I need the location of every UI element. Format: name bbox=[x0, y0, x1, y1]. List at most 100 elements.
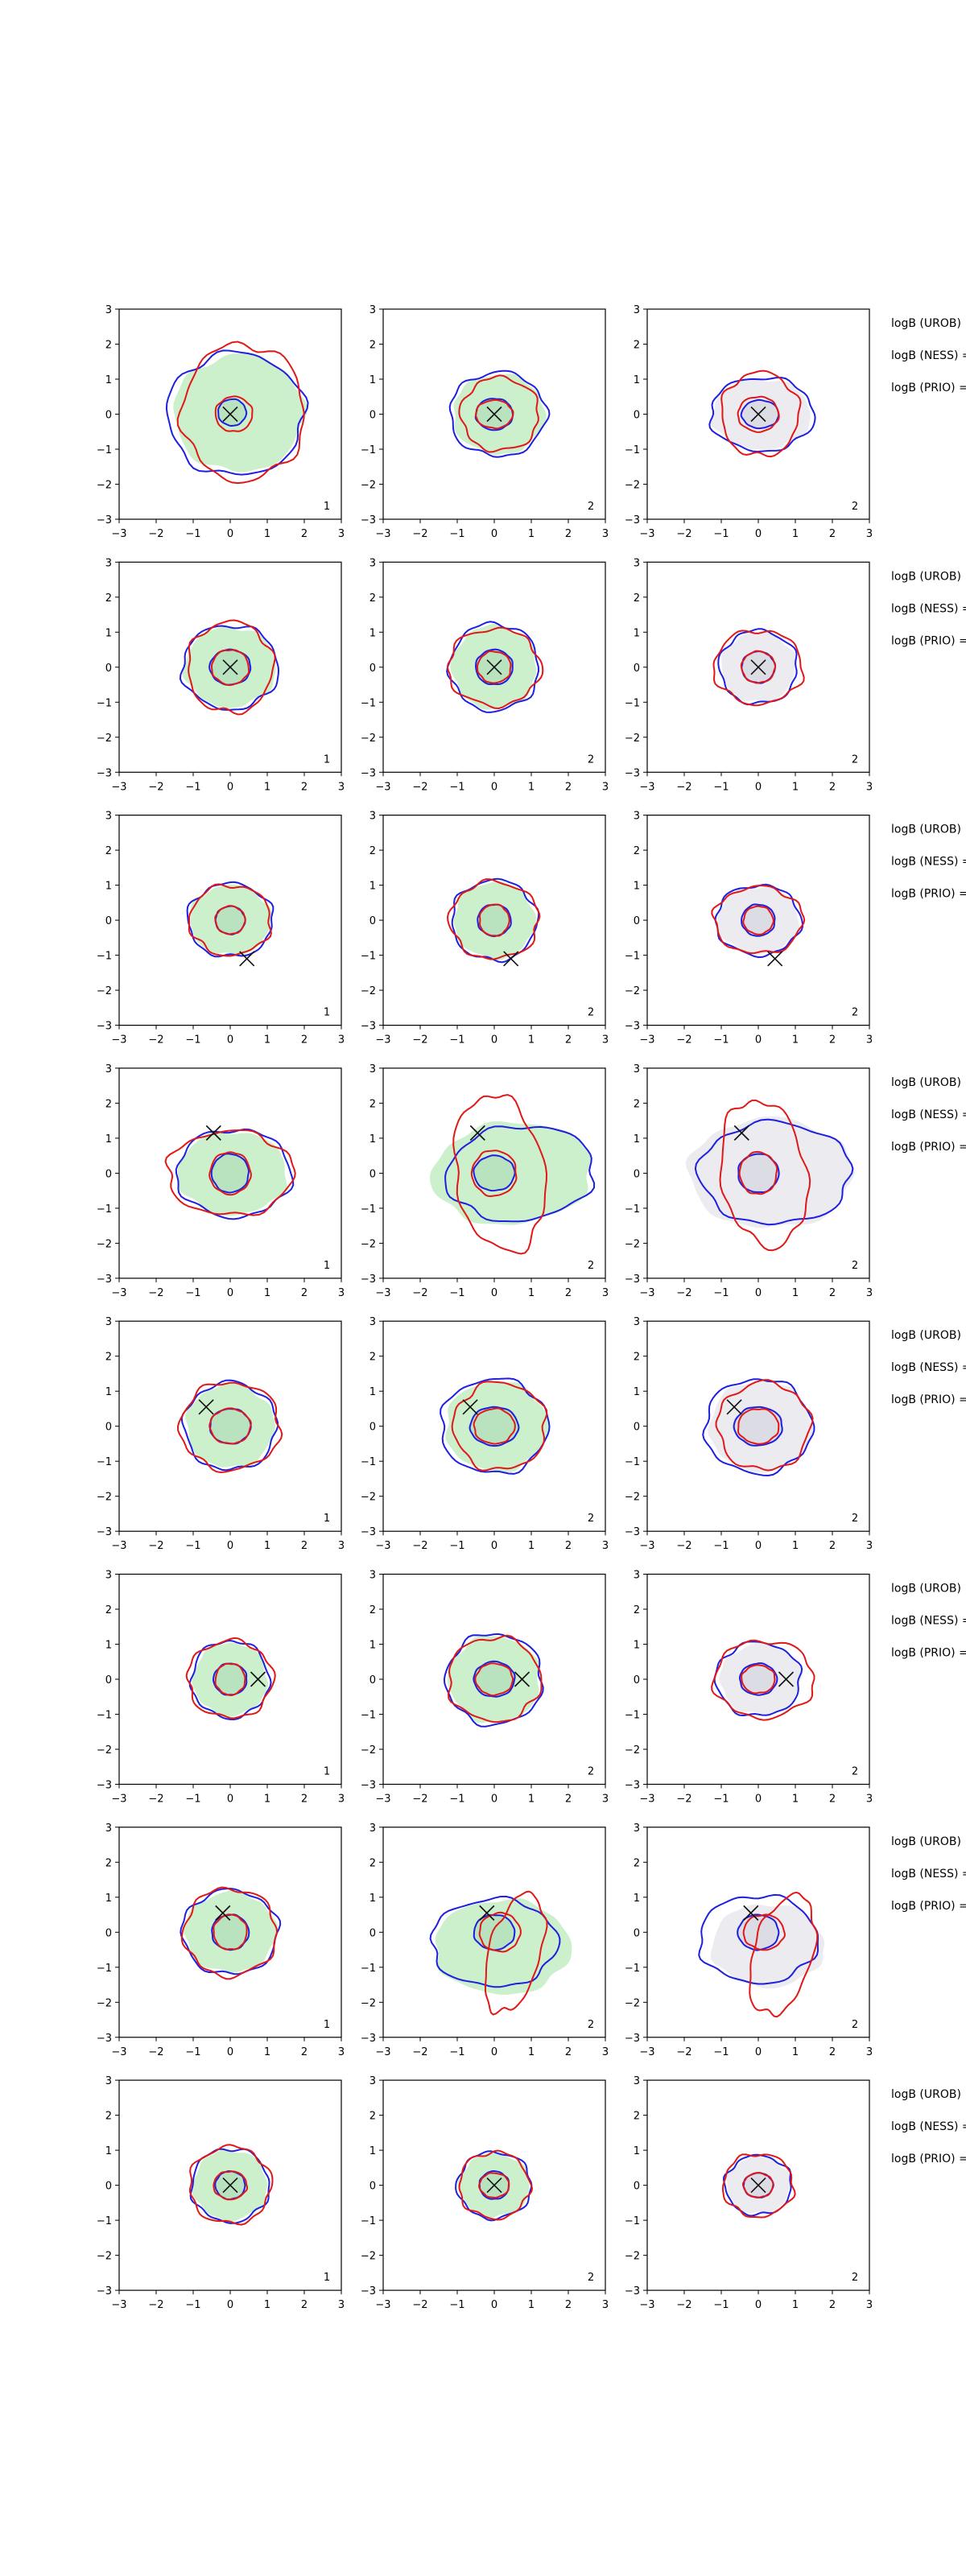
x-tick-label: 3 bbox=[338, 2046, 345, 2058]
panel-label: 2 bbox=[852, 1007, 858, 1019]
y-tick-label: −1 bbox=[361, 2215, 376, 2227]
y-tick-label: −2 bbox=[97, 480, 112, 492]
side-annotation: logB (UROB) bbox=[891, 317, 961, 330]
y-tick-label: 2 bbox=[369, 1857, 376, 1869]
panel-label: 1 bbox=[324, 1766, 330, 1778]
side-annotation: logB (UROB) bbox=[891, 570, 961, 583]
panel-r3-c2: −3 −2 −1 0 1 2 3 −3 −2 −1 0 1 2 3 2 bbox=[361, 811, 609, 1046]
y-tick-label: 3 bbox=[105, 557, 112, 569]
y-tick-label: −2 bbox=[625, 1238, 640, 1250]
panel-label: 2 bbox=[588, 1513, 594, 1525]
y-tick-label: 1 bbox=[105, 1893, 112, 1905]
y-tick-label: 3 bbox=[369, 1316, 376, 1328]
y-tick-label: 0 bbox=[369, 915, 376, 927]
blue-contour-inner bbox=[473, 1154, 516, 1192]
x-tick-label: −3 bbox=[111, 1287, 126, 1299]
y-tick-label: 2 bbox=[105, 2111, 112, 2123]
x-tick-label: 2 bbox=[829, 2299, 836, 2311]
x-tick-label: −2 bbox=[676, 2046, 691, 2058]
blue-contour-outer bbox=[175, 1128, 295, 1220]
x-tick-label: −1 bbox=[713, 1794, 729, 1806]
x-tick-label: 0 bbox=[227, 781, 233, 793]
panel-label: 1 bbox=[324, 501, 330, 513]
x-tick-label: 0 bbox=[491, 1034, 497, 1046]
side-annotation: logB (PRIO) = bbox=[891, 382, 966, 394]
blue-contour-outer bbox=[429, 1895, 561, 1988]
panel-label: 2 bbox=[852, 1766, 858, 1778]
y-tick-label: −3 bbox=[361, 1780, 376, 1792]
y-tick-label: −1 bbox=[97, 444, 112, 456]
x-tick-label: 2 bbox=[829, 1540, 836, 1552]
y-tick-label: 1 bbox=[369, 1640, 376, 1652]
y-tick-label: 0 bbox=[105, 1674, 112, 1686]
density-fill-inner bbox=[740, 398, 780, 429]
red-contour-outer bbox=[188, 883, 272, 957]
red-contour-outer bbox=[447, 1634, 543, 1724]
x-tick-label: 0 bbox=[755, 528, 762, 540]
y-tick-label: −2 bbox=[361, 2251, 376, 2263]
y-tick-label: 2 bbox=[369, 340, 376, 352]
blue-contour-outer bbox=[694, 1118, 854, 1226]
x-tick-label: 2 bbox=[829, 2046, 836, 2058]
x-tick-label: 3 bbox=[338, 1540, 345, 1552]
x-tick-label: 0 bbox=[755, 2299, 762, 2311]
x-tick-label: −3 bbox=[375, 528, 390, 540]
panel-r3-c1: −3 −2 −1 0 1 2 3 −3 −2 −1 0 1 2 3 1 bbox=[97, 811, 345, 1046]
y-tick-label: −1 bbox=[361, 697, 376, 709]
y-tick-label: −1 bbox=[97, 2215, 112, 2227]
red-contour-outer bbox=[451, 1381, 548, 1472]
y-tick-label: −2 bbox=[361, 733, 376, 745]
x-tick-label: −1 bbox=[449, 781, 464, 793]
side-annotation: logB (UROB) bbox=[891, 1583, 961, 1596]
x-tick-label: 3 bbox=[866, 1287, 873, 1299]
red-contour-inner bbox=[213, 1913, 248, 1951]
y-tick-label: 0 bbox=[105, 1168, 112, 1180]
y-tick-label: 1 bbox=[369, 627, 376, 639]
density-fill-inner bbox=[210, 1152, 250, 1194]
y-tick-label: −1 bbox=[625, 1710, 640, 1722]
x-tick-label: −1 bbox=[449, 1287, 464, 1299]
x-tick-label: 3 bbox=[866, 1034, 873, 1046]
panel-r8-c3: −3 −2 −1 0 1 2 3 −3 −2 −1 0 1 2 3 2 bbox=[625, 2075, 873, 2311]
density-fill-inner bbox=[740, 903, 776, 937]
x-tick-label: −1 bbox=[185, 2046, 200, 2058]
blue-contour-outer bbox=[189, 2148, 270, 2224]
x-tick-label: −3 bbox=[111, 1794, 126, 1806]
x-marker bbox=[205, 1125, 221, 1141]
x-tick-label: 1 bbox=[264, 2299, 270, 2311]
y-tick-label: −3 bbox=[625, 1021, 640, 1033]
x-tick-label: 2 bbox=[565, 2299, 572, 2311]
y-tick-label: −3 bbox=[625, 1780, 640, 1792]
blue-contour-inner bbox=[217, 398, 248, 427]
y-tick-label: 3 bbox=[369, 2075, 376, 2087]
panel-label: 2 bbox=[588, 753, 594, 766]
x-tick-label: 3 bbox=[338, 1034, 345, 1046]
x-tick-label: 1 bbox=[792, 1794, 799, 1806]
x-marker bbox=[486, 659, 502, 675]
density-fill-inner bbox=[212, 1662, 248, 1696]
x-tick-label: 0 bbox=[755, 1794, 762, 1806]
x-tick-label: 2 bbox=[301, 781, 308, 793]
y-tick-label: −1 bbox=[361, 1203, 376, 1216]
panel-label: 2 bbox=[852, 2272, 858, 2284]
x-tick-label: 3 bbox=[602, 1540, 609, 1552]
x-tick-label: −3 bbox=[375, 2046, 390, 2058]
y-tick-label: 3 bbox=[105, 1823, 112, 1835]
y-tick-label: 1 bbox=[634, 374, 640, 386]
y-tick-label: 0 bbox=[634, 1927, 640, 1939]
panel-r6-c3: −3 −2 −1 0 1 2 3 −3 −2 −1 0 1 2 3 2 bbox=[625, 1570, 873, 1806]
side-annotation: logB (NESS) = bbox=[891, 1868, 966, 1880]
panel-r1-c2: −3 −2 −1 0 1 2 3 −3 −2 −1 0 1 2 3 2 bbox=[361, 304, 609, 540]
x-tick-label: −3 bbox=[375, 1034, 390, 1046]
x-tick-label: −2 bbox=[676, 1540, 691, 1552]
x-tick-label: 3 bbox=[602, 1034, 609, 1046]
red-contour-outer bbox=[452, 1093, 548, 1255]
side-annotation: logB (UROB) bbox=[891, 1835, 961, 1848]
y-tick-label: −2 bbox=[625, 2251, 640, 2263]
x-tick-label: 1 bbox=[528, 781, 535, 793]
y-tick-label: 3 bbox=[105, 1063, 112, 1075]
density-fill-inner bbox=[468, 1406, 521, 1447]
x-tick-label: 0 bbox=[755, 1287, 762, 1299]
x-tick-label: 3 bbox=[866, 528, 873, 540]
y-tick-label: 3 bbox=[369, 557, 376, 569]
